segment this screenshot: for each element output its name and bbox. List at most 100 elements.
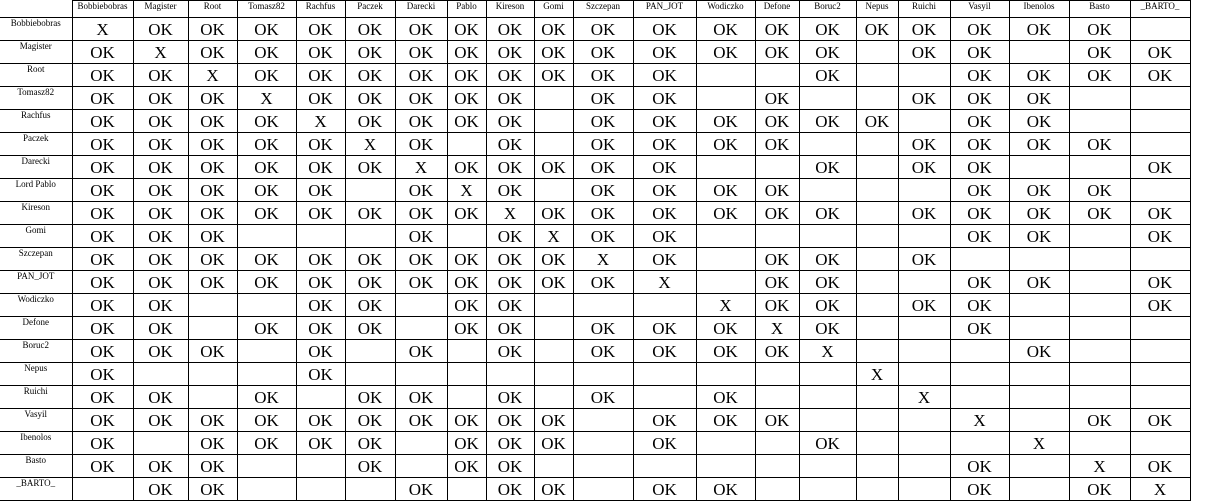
result-cell [394,362,448,386]
result-cell [1068,224,1131,248]
result-cell [1068,270,1131,294]
row-label: Basto [0,454,73,478]
result-cell: OK [695,17,756,41]
result-cell [446,362,487,386]
result-cell [485,362,535,386]
result-cell: OK [754,247,800,271]
result-cell: OK [695,316,756,340]
result-cell: OK [949,155,1010,179]
result-cell: OK [71,178,134,202]
result-cell [572,408,634,432]
result-cell: OK [446,17,487,41]
result-cell: OK [344,247,396,271]
result-cell: OK [798,247,857,271]
result-cell [897,454,951,478]
result-cell: OK [632,408,697,432]
result-cell: OK [236,178,297,202]
result-cell: OK [533,40,574,64]
result-cell [1008,477,1070,501]
result-cell: OK [446,408,487,432]
result-cell [1068,109,1131,133]
result-cell [754,431,800,455]
column-header: Ibenolos [1008,0,1070,18]
result-cell [295,477,346,501]
result-cell [754,385,800,409]
result-cell: OK [71,316,134,340]
result-cell: X [897,385,951,409]
result-cell [632,293,697,317]
result-cell: OK [754,408,800,432]
result-cell [132,431,189,455]
result-cell [572,454,634,478]
result-cell: OK [897,247,951,271]
column-header: Rachfus [295,0,346,18]
result-cell: OK [949,270,1010,294]
result-cell [1008,362,1070,386]
result-cell: OK [295,431,346,455]
result-cell [855,454,899,478]
result-cell: OK [949,109,1010,133]
result-cell: OK [236,408,297,432]
result-cell: OK [132,477,189,501]
result-cell [1129,17,1191,41]
result-cell [855,385,899,409]
result-cell [1068,362,1131,386]
result-cell: X [798,339,857,363]
result-cell: OK [132,155,189,179]
column-header: Boruc2 [798,0,857,18]
result-cell: OK [132,270,189,294]
result-cell [754,155,800,179]
result-cell: OK [344,316,396,340]
row-label: Vasyil [0,408,73,432]
result-cell: OK [949,224,1010,248]
result-cell [949,339,1010,363]
result-cell: OK [754,86,800,110]
result-cell: X [533,224,574,248]
result-cell [855,40,899,64]
result-cell [236,477,297,501]
column-header: Ruichi [897,0,951,18]
result-cell: OK [344,270,396,294]
result-cell: X [1008,431,1070,455]
result-cell: OK [344,293,396,317]
result-cell: OK [71,454,134,478]
result-cell: OK [533,477,574,501]
result-cell: OK [71,431,134,455]
result-cell: OK [187,477,238,501]
result-cell: OK [295,17,346,41]
column-header: Root [187,0,238,18]
result-cell: X [394,155,448,179]
result-cell: OK [295,270,346,294]
result-cell: OK [754,109,800,133]
result-cell: OK [344,155,396,179]
result-cell: OK [1068,408,1131,432]
result-cell: OK [236,40,297,64]
result-cell: OK [187,40,238,64]
result-cell: OK [344,40,396,64]
result-cell: OK [798,17,857,41]
table-row: Defone OK OK OK OK OK OK OK OK OK OK X OK OK [0,316,1191,340]
result-cell: OK [798,63,857,87]
result-cell [897,224,951,248]
result-cell: OK [344,385,396,409]
row-label: Ibenolos [0,431,73,455]
result-cell: OK [485,270,535,294]
result-cell: OK [71,339,134,363]
result-cell: OK [132,385,189,409]
result-cell: OK [1008,224,1070,248]
row-label: Paczek [0,132,73,156]
result-cell: OK [71,385,134,409]
table-row: Darecki OK OK OK OK OK OK X OK OK OK OK OK OK OK OK OK [0,155,1191,179]
result-cell: OK [572,316,634,340]
result-cell: OK [295,201,346,225]
result-cell: OK [132,109,189,133]
result-cell: OK [695,132,756,156]
row-label: Gomi [0,224,73,248]
result-cell: OK [897,40,951,64]
result-cell: OK [236,132,297,156]
column-header: Wodiczko [695,0,756,18]
result-cell: OK [855,109,899,133]
row-label: Ruichi [0,385,73,409]
result-cell [1008,155,1070,179]
result-cell: OK [754,270,800,294]
